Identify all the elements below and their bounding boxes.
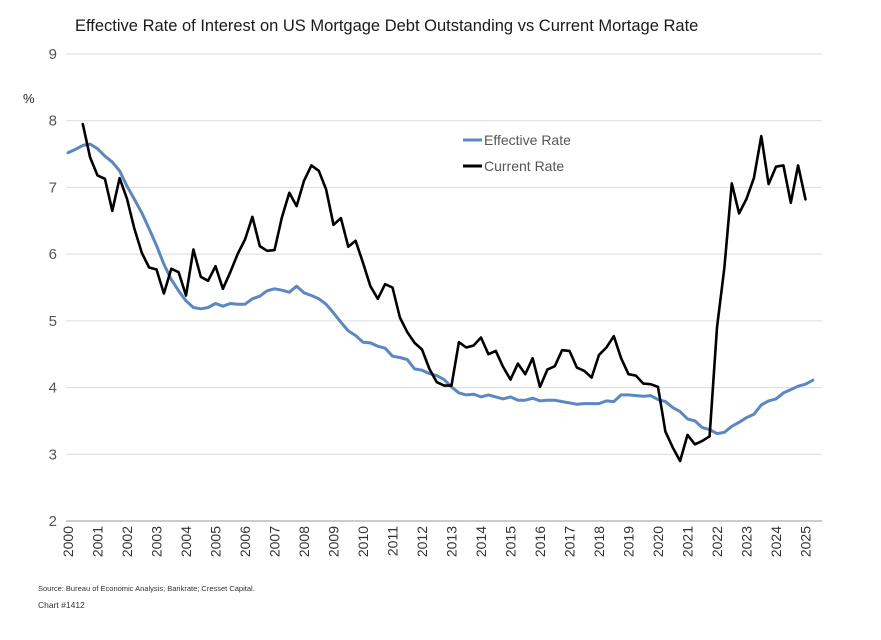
x-tick-label: 2013 bbox=[444, 526, 460, 557]
x-tick-label: 2020 bbox=[650, 526, 666, 557]
x-tick-label: 2023 bbox=[739, 526, 755, 557]
y-tick-labels: 2 3 4 5 6 7 8 9 bbox=[49, 46, 57, 530]
y-tick-label: 6 bbox=[49, 246, 57, 263]
x-tick-label: 2014 bbox=[473, 526, 489, 557]
x-tick-label: 2017 bbox=[562, 526, 578, 557]
x-tick-label: 2012 bbox=[414, 526, 430, 557]
y-tick-label: 7 bbox=[49, 179, 57, 196]
x-tick-label: 2022 bbox=[709, 526, 725, 557]
series-lines bbox=[66, 122, 815, 463]
gridlines bbox=[66, 53, 822, 455]
x-tick-label: 2011 bbox=[385, 526, 401, 556]
x-tick-label: 2025 bbox=[798, 526, 814, 557]
x-tick-labels: 2000 2001 2002 2003 2004 2005 2006 2007 2008 2009… bbox=[60, 526, 814, 557]
x-tick-label: 2010 bbox=[355, 526, 371, 557]
x-tick-label: 2009 bbox=[326, 526, 342, 557]
x-tick-label: 2021 bbox=[680, 526, 696, 557]
y-tick-label: 4 bbox=[49, 380, 57, 397]
chart-title: Effective Rate of Interest on US Mortgag… bbox=[75, 17, 699, 35]
x-tick-label: 2008 bbox=[296, 526, 312, 557]
x-tick-label: 2001 bbox=[90, 526, 106, 557]
y-tick-label: 3 bbox=[49, 446, 57, 463]
x-tick-label: 2006 bbox=[237, 526, 253, 557]
y-tick-label: 8 bbox=[49, 113, 57, 130]
legend-label-current-rate: Current Rate bbox=[484, 158, 564, 174]
x-tick-label: 2000 bbox=[60, 526, 76, 557]
legend: Effective Rate Current Rate bbox=[463, 132, 571, 174]
legend-label-effective-rate: Effective Rate bbox=[484, 132, 571, 148]
x-tick-label: 2016 bbox=[532, 526, 548, 557]
y-tick-label: 2 bbox=[49, 513, 57, 530]
y-axis-label: % bbox=[23, 91, 35, 106]
x-tick-label: 2024 bbox=[768, 526, 784, 557]
x-tick-label: 2003 bbox=[149, 526, 165, 557]
source-note: Source: Bureau of Economic Analysis; Ban… bbox=[38, 584, 255, 593]
x-tick-label: 2018 bbox=[591, 526, 607, 557]
series-line-effective-rate bbox=[66, 142, 815, 436]
x-tick-label: 2019 bbox=[621, 526, 637, 557]
x-tick-label: 2005 bbox=[208, 526, 224, 557]
y-tick-label: 9 bbox=[49, 46, 57, 63]
x-tick-label: 2007 bbox=[267, 526, 283, 557]
series-line-current-rate bbox=[81, 122, 807, 463]
chart-number: Chart #1412 bbox=[38, 600, 85, 610]
x-tick-label: 2002 bbox=[119, 526, 135, 557]
x-tick-label: 2015 bbox=[503, 526, 519, 557]
x-tick-label: 2004 bbox=[178, 526, 194, 557]
y-tick-label: 5 bbox=[49, 313, 57, 330]
